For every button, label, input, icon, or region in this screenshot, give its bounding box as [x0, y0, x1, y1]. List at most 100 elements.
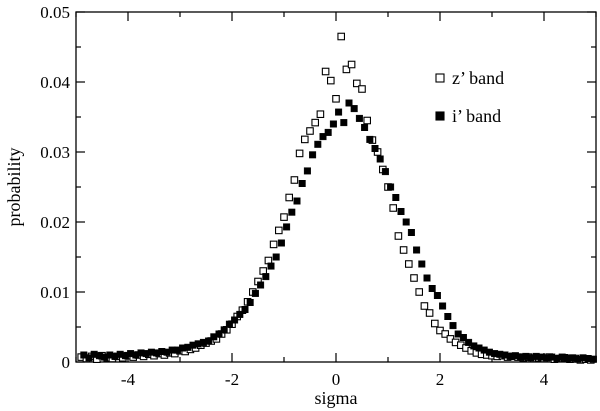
y-tick-label: 0.02	[40, 213, 70, 232]
i-band-point	[251, 289, 259, 297]
x-tick-label: 2	[436, 370, 445, 389]
i-band-point	[335, 108, 343, 116]
i-band-point	[433, 292, 441, 299]
i-band-point	[329, 120, 337, 128]
z-band-point	[358, 85, 366, 93]
z-band-point	[394, 232, 403, 240]
legend-label-i-band: i’ band	[452, 106, 501, 126]
i-band-point	[220, 326, 228, 334]
z-band-point	[316, 110, 325, 118]
z-band-point	[285, 193, 294, 202]
x-tick-label: -2	[225, 370, 239, 389]
i-band-point	[215, 330, 223, 338]
i-band-point	[267, 262, 275, 270]
z-band-point	[420, 302, 429, 310]
i-band-point	[314, 140, 322, 148]
z-band-point	[363, 116, 372, 125]
z-band-point	[332, 95, 340, 103]
i-band-point	[262, 273, 270, 281]
i-band-point	[309, 151, 317, 159]
x-tick-label: 0	[332, 370, 341, 389]
i-band-point	[303, 167, 311, 175]
plot-frame	[75, 11, 597, 363]
x-tick-label: -4	[121, 370, 136, 389]
i-band-point	[340, 119, 348, 127]
i-band-point	[277, 239, 285, 247]
i-band-point	[444, 313, 452, 320]
z-band-point	[430, 319, 439, 328]
i-band-point	[397, 208, 405, 215]
i-band-point	[283, 223, 291, 231]
i-band-point	[355, 114, 363, 122]
i-band-point	[293, 197, 301, 205]
i-band-point	[231, 316, 239, 324]
x-axis-label: sigma	[315, 388, 358, 408]
z-band-point	[269, 240, 278, 249]
i-band-point	[324, 128, 332, 136]
i-band-point	[459, 334, 467, 341]
i-band-point	[298, 180, 306, 187]
x-tick-label: 4	[540, 370, 549, 389]
i-band-point	[319, 133, 327, 141]
y-tick-label: 0.01	[40, 283, 70, 302]
z-band-point	[389, 204, 398, 212]
y-axis-label: probability	[4, 148, 24, 227]
legend-marker-z-band	[435, 73, 445, 83]
axis-ticks	[75, 11, 597, 363]
i-band-point	[241, 306, 249, 313]
legend-marker-i-band	[435, 111, 445, 121]
i-band-point	[413, 246, 421, 254]
y-tick-label: 0.04	[40, 73, 70, 92]
z-band-point	[441, 330, 450, 338]
z-band-point	[280, 213, 288, 221]
z-band-point	[347, 60, 356, 69]
z-band-point	[295, 149, 304, 158]
z-band-point	[425, 309, 434, 317]
legend-label-z-band: z’ band	[452, 68, 504, 88]
z-band-point	[274, 226, 283, 235]
i-band-point	[418, 260, 426, 268]
i-band-point	[589, 355, 597, 363]
i-band-point	[350, 105, 358, 113]
z-band-point	[337, 32, 346, 41]
i-band-point	[361, 124, 369, 131]
i-band-point	[371, 145, 379, 152]
y-tick-label: 0.03	[40, 143, 70, 162]
i-band-point	[428, 285, 436, 292]
z-band-point	[399, 246, 408, 254]
z-band-point	[410, 274, 418, 282]
i-band-point	[376, 155, 384, 163]
z-band-point	[415, 288, 424, 296]
tick-labels: -4 -2 0 2 4 0 0.01 0.02 0.03 0.04 0.05	[40, 3, 549, 389]
i-band-point	[272, 253, 280, 261]
z-band-point	[326, 76, 335, 85]
i-band-point	[392, 194, 400, 201]
i-band-point	[387, 183, 395, 191]
z-band-point	[404, 260, 413, 268]
z-band-point	[352, 79, 361, 88]
i-band-point	[449, 322, 457, 330]
z-band-point	[311, 118, 320, 127]
z-band-point	[342, 65, 351, 74]
i-band-point	[236, 310, 244, 318]
y-tick-label: 0	[62, 353, 71, 372]
i-band-point	[288, 208, 296, 216]
i-band-point	[381, 168, 389, 176]
i-band-point	[366, 135, 374, 143]
z-band-point	[300, 135, 309, 144]
i-band-point	[402, 218, 410, 226]
data-points	[77, 32, 597, 364]
i-band-point	[407, 229, 415, 236]
i-band-point	[205, 337, 213, 345]
i-band-point	[423, 274, 431, 282]
i-band-point	[439, 302, 447, 310]
i-band-point	[225, 320, 233, 328]
z-band-point	[306, 127, 314, 135]
z-band-point	[321, 67, 330, 76]
y-tick-label: 0.05	[40, 3, 70, 22]
i-band-point	[257, 281, 265, 289]
i-band-point	[246, 299, 254, 306]
i-band-point	[345, 99, 353, 107]
legend: z’ band i’ band	[435, 68, 504, 126]
